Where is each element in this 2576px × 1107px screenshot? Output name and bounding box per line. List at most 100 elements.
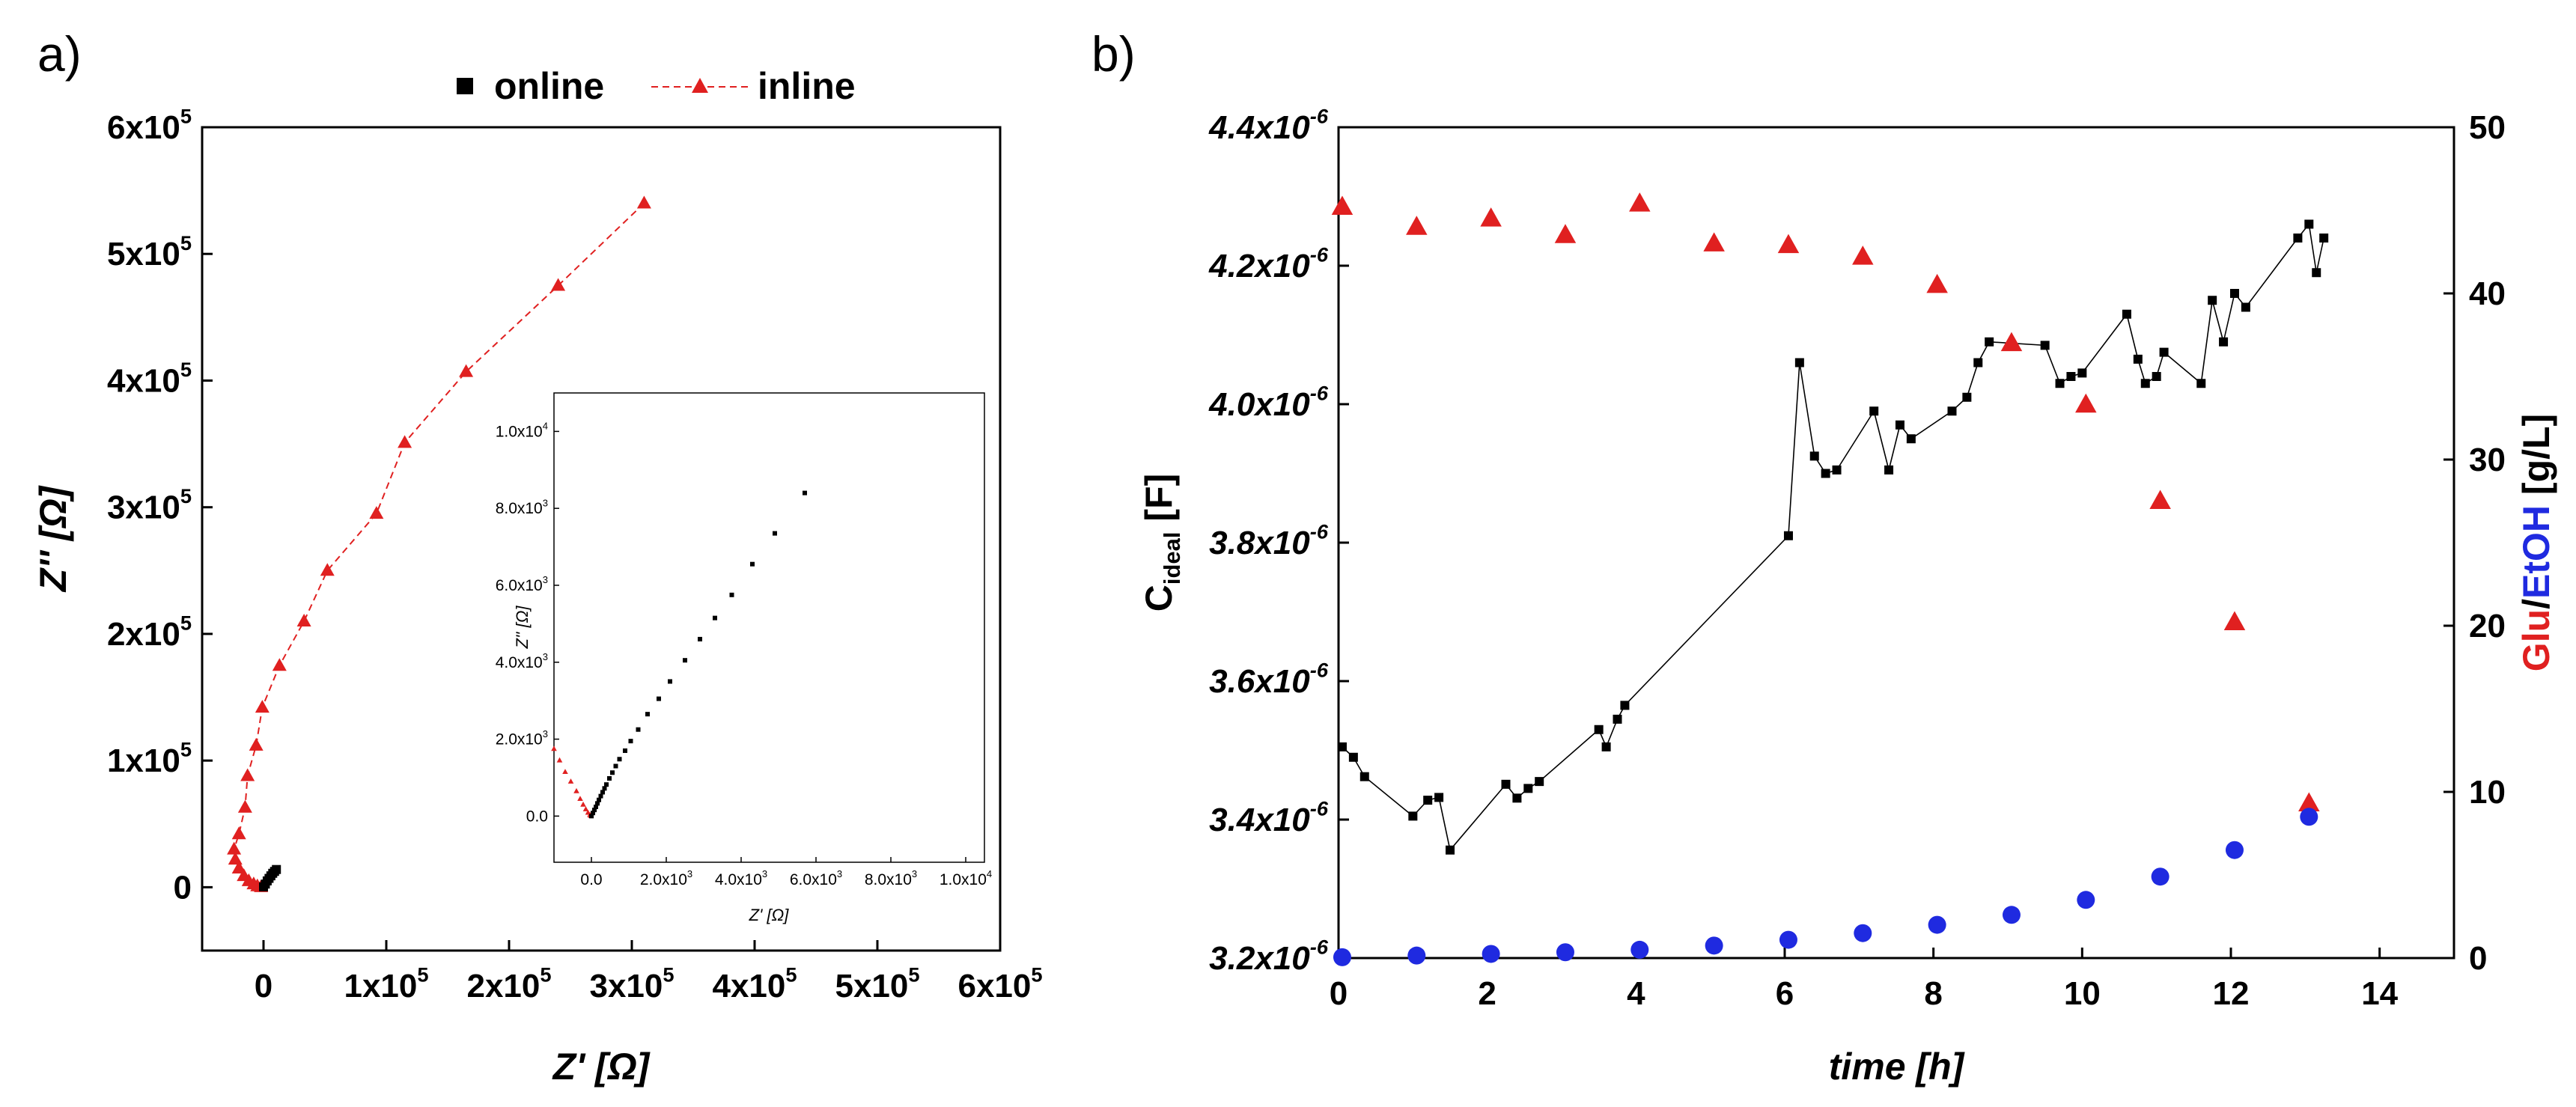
legend-inline-marker	[692, 78, 708, 93]
glucose-point	[1629, 192, 1651, 212]
panel-a: a) online inline 0 1x105 2x105 3x105 4x105 5x…	[32, 26, 1043, 1088]
y-tick-label: 4.0x10-6	[1208, 382, 1329, 423]
ethanol-point	[1333, 948, 1351, 966]
c-ideal-point	[2293, 234, 2303, 243]
inset-online-point	[668, 679, 672, 684]
c-ideal-point	[1895, 420, 1904, 430]
c-ideal-point	[1906, 434, 1916, 444]
plot-area-a	[201, 126, 1002, 952]
c-ideal-point	[1359, 772, 1369, 781]
glucose-point	[2000, 332, 2023, 352]
inset-inline-point	[562, 769, 568, 775]
y-axis-title-b: Cideal [F]	[1138, 474, 1185, 612]
c-ideal-point	[2312, 268, 2321, 278]
c-ideal-point	[2152, 372, 2161, 381]
c-ideal-point	[2133, 354, 2143, 364]
glucose-point	[2149, 490, 2171, 509]
inline-point	[320, 563, 335, 576]
y2-axis-ticks-b: 0 10 20 30 40 50	[2443, 109, 2506, 977]
inset-x-axis-title: Z' [Ω]	[749, 906, 790, 924]
inset-online-point	[617, 757, 622, 762]
c-ideal-point	[2122, 309, 2131, 319]
c-ideal-point	[1985, 337, 1994, 347]
x-axis-ticks-a: 0 1x105 2x105 3x105 4x105 5x105 6x105	[255, 940, 1043, 1004]
y-tick-label: 3.6x10-6	[1209, 659, 1329, 700]
c-ideal-point	[2319, 234, 2329, 243]
c-ideal-point	[1884, 465, 1894, 475]
x-tick-label: 4x105	[712, 963, 797, 1004]
inline-point	[231, 826, 246, 840]
inline-point	[551, 278, 566, 291]
x-tick-label: 0	[255, 968, 272, 1004]
inset-inline-point	[580, 801, 586, 807]
inline-point	[227, 841, 242, 855]
c-ideal-point	[1947, 406, 1957, 416]
ethanol-point	[1556, 943, 1574, 962]
c-ideal-point	[1869, 406, 1879, 416]
glucose-point	[2298, 792, 2320, 812]
y-axis-ticks-b: 3.2x10-6 3.4x10-6 3.6x10-6 3.8x10-6 4.0x10-6…	[1208, 105, 1349, 977]
inline-point	[296, 614, 311, 626]
y-tick-label: 3.8x10-6	[1209, 520, 1329, 561]
glucose-point	[2223, 611, 2246, 631]
x-tick-label: 1x105	[344, 963, 428, 1004]
inset-x-tick-label: 6.0x103	[790, 868, 842, 888]
y-axis-ticks-a: 0 1x105 2x105 3x105 4x105 5x105 6x105	[107, 105, 213, 906]
inset-online-point	[607, 775, 612, 781]
ethanol-point	[1482, 945, 1500, 963]
online-series	[259, 864, 281, 891]
c-ideal-point	[2159, 347, 2169, 357]
y2-tick-label: 10	[2469, 774, 2506, 811]
inset-online-point	[750, 561, 755, 567]
y-tick-label: 4.4x10-6	[1208, 105, 1329, 146]
ethanol-point	[1854, 924, 1872, 942]
inset-online-point	[595, 801, 600, 806]
y-tick-label: 4x105	[107, 358, 192, 399]
y-tick-label: 3x105	[107, 484, 192, 525]
glucose-point	[1554, 224, 1577, 243]
inset-online-point	[594, 804, 598, 809]
inset-online-point	[698, 636, 702, 641]
y2-title-sep: /	[2515, 599, 2557, 609]
inset-online-point	[713, 615, 717, 620]
x-tick-label: 8	[1924, 975, 1942, 1012]
x-tick-label: 2	[1478, 975, 1496, 1012]
glucose-point	[1777, 234, 1800, 254]
c-ideal-line	[1342, 222, 2324, 852]
panel-b: b) 0 2 4 6 8 10 12 14 3.2x10-63.4x10-63.6x10-63…	[1091, 26, 2557, 1088]
glucose-point	[1926, 273, 1948, 293]
legend: online inline	[457, 65, 856, 107]
x-tick-label: 14	[2361, 975, 2398, 1012]
y-axis-title-a: Z'' [Ω]	[32, 484, 74, 593]
online-point	[272, 864, 281, 874]
inset-inline-point	[582, 806, 589, 811]
inset-plot: 0.0 2.0x103 4.0x103 6.0x103 8.0x103 1.0x104 0…	[496, 392, 992, 924]
y-tick-label: 3.4x10-6	[1209, 797, 1329, 838]
c-ideal-point	[1809, 451, 1819, 461]
c-ideal-point	[2055, 379, 2065, 388]
inset-inline-point	[573, 787, 579, 793]
c-ideal-point	[1821, 469, 1830, 478]
inset-x-tick-label: 0.0	[580, 871, 602, 888]
inline-point	[398, 435, 412, 448]
y2-tick-label: 0	[2469, 940, 2487, 977]
inset-x-axis-ticks: 0.0 2.0x103 4.0x103 6.0x103 8.0x103 1.0x104	[580, 857, 992, 888]
inset-online-point	[628, 739, 633, 744]
x-tick-label: 6	[1776, 975, 1794, 1012]
inset-online-point	[683, 658, 687, 663]
y-axis-title-text: Cideal [F]	[1138, 474, 1185, 612]
x-axis-title-b: time [h]	[1829, 1046, 1966, 1088]
inset-x-tick-label: 8.0x103	[865, 868, 917, 888]
x-tick-label: 2x105	[466, 963, 551, 1004]
x-tick-label: 4	[1627, 975, 1645, 1012]
panel-a-label: a)	[37, 26, 82, 82]
inset-y-tick-label: 8.0x103	[496, 497, 548, 517]
x-tick-label: 3x105	[589, 963, 674, 1004]
c-ideal-point	[1783, 531, 1793, 540]
c-ideal-point	[1501, 779, 1511, 789]
c-ideal-point	[2066, 372, 2076, 381]
inline-point	[249, 737, 264, 751]
legend-online-label: online	[494, 65, 604, 107]
inset-x-tick-label: 1.0x104	[940, 868, 992, 888]
